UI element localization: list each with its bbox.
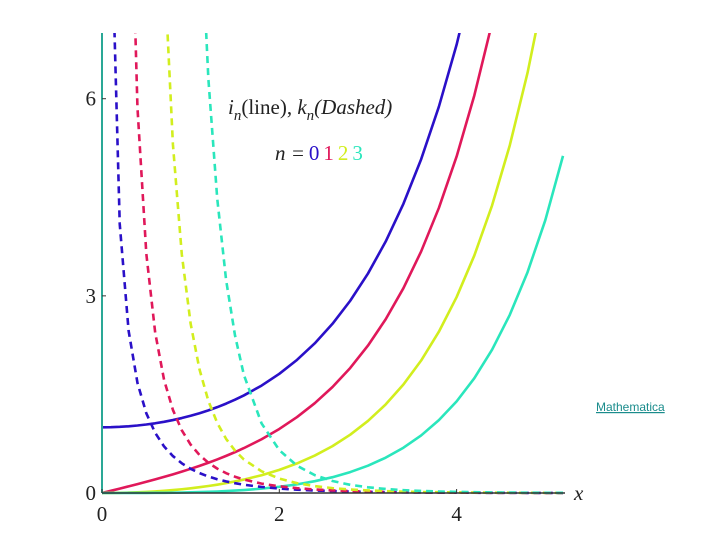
y-tick-label: 6 [86, 87, 97, 111]
x-tick-label: 2 [274, 502, 285, 526]
y-tick-label: 3 [86, 284, 97, 308]
legend-entry: 3 [352, 141, 363, 165]
x-axis-label: x [573, 481, 584, 505]
solid-line [102, 33, 461, 429]
annotation-subscript: n [307, 108, 315, 124]
legend: n = 0 1 2 3 [275, 141, 363, 165]
plot-area [102, 33, 563, 495]
annotation-part: (line), [241, 95, 297, 119]
x-tick-label: 4 [451, 502, 462, 526]
annotation-part: k [297, 95, 307, 119]
x-tick-label: 0 [97, 502, 108, 526]
y-tick-label: 0 [86, 481, 97, 505]
legend-entry: 2 [338, 141, 349, 165]
solid-line [102, 33, 491, 495]
legend-entry: 1 [323, 141, 334, 165]
legend-entry: 0 [309, 141, 320, 165]
legend-title: n = [275, 141, 305, 165]
mathematica-link[interactable]: Mathematica [596, 400, 665, 414]
annotation-part: i [228, 95, 234, 119]
solid-line [102, 33, 537, 495]
annotation-part: (Dashed) [314, 95, 392, 119]
annotation-subscript: n [234, 108, 242, 124]
annotation: in(line), kn(Dashed) [228, 95, 392, 124]
